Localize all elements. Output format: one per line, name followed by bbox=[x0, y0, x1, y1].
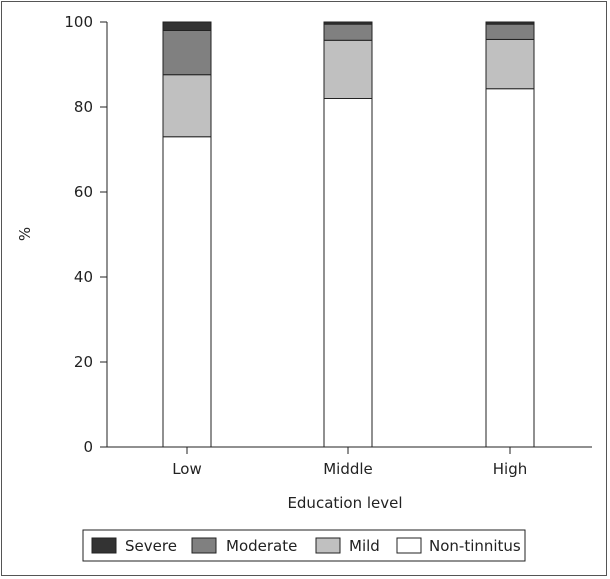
y-tick-label: 40 bbox=[74, 268, 93, 286]
legend-swatch-severe bbox=[91, 537, 117, 554]
bar-high-mild bbox=[485, 38, 535, 90]
x-axis-title: Education level bbox=[287, 494, 402, 512]
y-tick-label: 20 bbox=[74, 353, 93, 371]
bar-middle-moderate bbox=[323, 23, 373, 41]
legend-box bbox=[82, 529, 526, 562]
x-tick-label-low: Low bbox=[172, 460, 202, 478]
x-tick-label-high: High bbox=[493, 460, 527, 478]
legend-label-severe: Severe bbox=[125, 537, 177, 555]
legend-swatch-mild bbox=[315, 537, 341, 554]
y-tick-label: 0 bbox=[83, 438, 93, 456]
legend-label-non-tinnitus: Non-tinnitus bbox=[429, 537, 521, 555]
y-tick-label: 60 bbox=[74, 183, 93, 201]
bar-high-moderate bbox=[485, 23, 535, 40]
y-axis-title: % bbox=[16, 227, 34, 241]
y-tick-label: 100 bbox=[64, 13, 93, 31]
legend: Severe Moderate Mild Non-tinnitus bbox=[82, 529, 526, 562]
x-tick-label-middle: Middle bbox=[323, 460, 373, 478]
bar-low-severe bbox=[162, 21, 212, 31]
bar-middle-severe bbox=[323, 21, 373, 25]
bar-low-mild bbox=[162, 74, 212, 138]
y-ticks-group: 0 20 40 60 80 100 bbox=[64, 13, 107, 456]
legend-label-moderate: Moderate bbox=[226, 537, 297, 555]
bar-middle-mild bbox=[323, 39, 373, 99]
legend-swatch-non-tinnitus bbox=[396, 537, 422, 554]
bar-high-non-tinnitus bbox=[485, 88, 535, 448]
bar-low-moderate bbox=[162, 30, 212, 76]
bars-group bbox=[162, 21, 535, 448]
axes-group bbox=[106, 22, 592, 448]
bar-low-non-tinnitus bbox=[162, 136, 212, 448]
bar-middle-non-tinnitus bbox=[323, 98, 373, 448]
legend-label-mild: Mild bbox=[349, 537, 380, 555]
x-ticks-group: Low Middle High bbox=[172, 447, 527, 478]
legend-swatch-moderate bbox=[191, 537, 217, 554]
bar-high-severe bbox=[485, 21, 535, 25]
y-tick-label: 80 bbox=[74, 98, 93, 116]
